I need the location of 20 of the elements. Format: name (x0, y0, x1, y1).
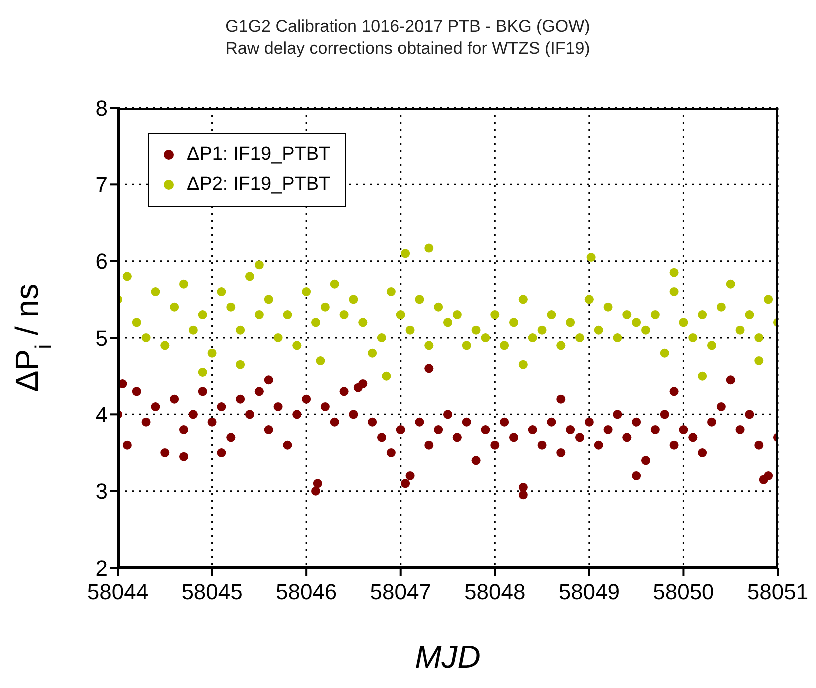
x-tick-label: 58050 (653, 580, 714, 605)
y-tick-label: 3 (96, 479, 108, 504)
chart-subtitle: Raw delay corrections obtained for WTZS (IF19) (224, 38, 592, 60)
chart-title: G1G2 Calibration 1016-2017 PTB - BKG (GOW) (224, 16, 592, 38)
legend-label: ΔP2: IF19_PTBT (187, 173, 331, 197)
legend-label: ΔP1: IF19_PTBT (187, 143, 331, 167)
y-tick-label: 7 (96, 172, 108, 198)
x-tick-label: 58046 (276, 580, 338, 605)
y-tick-label: 6 (96, 249, 108, 274)
x-axis-title: MJD (415, 639, 481, 675)
x-tick-label: 58049 (558, 580, 620, 605)
x-tick-label: 58045 (182, 580, 243, 605)
x-tick-label: 58044 (87, 580, 149, 605)
x-tick-label: 58048 (464, 580, 526, 605)
y-tick-label: 8 (96, 96, 108, 121)
x-tick-label: 58051 (747, 580, 809, 605)
y-tick-label: 5 (96, 326, 108, 351)
y-tick-label: 4 (96, 402, 108, 428)
y-tick-label: 2 (96, 556, 108, 581)
x-tick-label: 58047 (370, 580, 432, 605)
